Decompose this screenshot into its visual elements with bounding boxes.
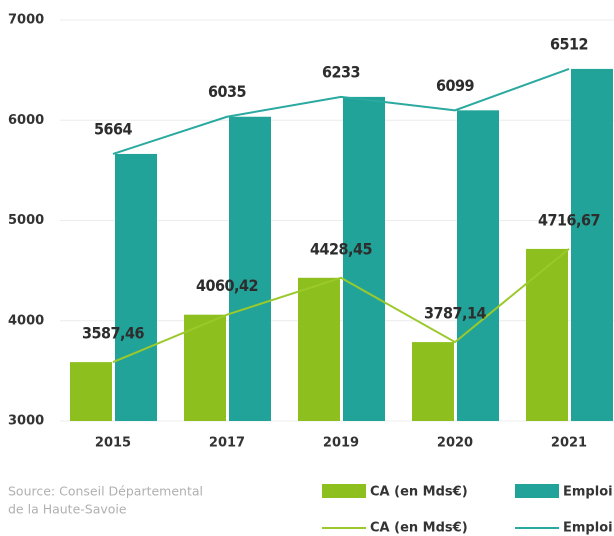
y-tick-label: 3000 [8, 414, 44, 429]
line [112, 67, 570, 155]
legend-label: Emploi [563, 485, 613, 500]
value-label: 6233 [322, 62, 360, 81]
value-label: 6512 [550, 34, 588, 53]
y-tick-label: 5000 [8, 213, 44, 228]
bar [298, 277, 340, 421]
y-tick-label: 4000 [8, 313, 44, 328]
bar [70, 362, 112, 421]
value-label: 4428,45 [310, 239, 373, 258]
bar [343, 96, 385, 421]
x-tick-label: 2015 [95, 436, 131, 451]
value-label: 3787,14 [424, 304, 487, 323]
value-label: 6099 [436, 76, 475, 95]
x-tick-label: 2021 [551, 436, 587, 451]
legend-label: CA (en Mds€) [370, 521, 468, 536]
x-tick-label: 2017 [209, 436, 245, 451]
legend-swatch [322, 484, 366, 498]
bar [526, 248, 568, 421]
x-tick-label: 2020 [437, 436, 473, 451]
legend-swatch [515, 484, 559, 498]
bar [412, 342, 454, 421]
value-label: 6035 [208, 82, 247, 101]
legend-label: CA (en Mds€) [370, 485, 468, 500]
bar [457, 110, 499, 421]
y-tick-label: 7000 [8, 13, 44, 28]
value-label: 4060,42 [196, 276, 258, 295]
value-label: 3587,46 [82, 324, 145, 343]
bar [115, 153, 157, 421]
source-line: de la Haute-Savoie [8, 502, 127, 517]
line [112, 248, 570, 364]
value-label: 4716,67 [538, 210, 600, 229]
bar [571, 68, 613, 421]
x-tick-label: 2019 [323, 436, 359, 451]
bar [229, 116, 271, 422]
value-label: 5664 [94, 119, 133, 138]
bar [184, 314, 226, 421]
legend-label: Emploi [563, 521, 613, 536]
y-tick-label: 6000 [8, 113, 44, 128]
source-line: Source: Conseil Départemental [8, 484, 203, 499]
